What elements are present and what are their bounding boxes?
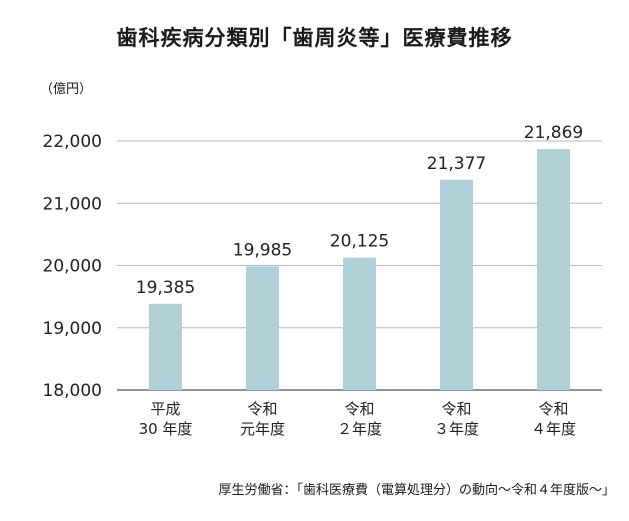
x-tick-label: 令和 xyxy=(344,400,374,418)
x-tick-label: 令和 xyxy=(538,400,568,418)
y-tick-label: 18,000 xyxy=(43,381,102,401)
x-tick-label: 30 年度 xyxy=(139,420,193,438)
data-label: 19,985 xyxy=(233,240,292,260)
bar xyxy=(246,266,279,390)
data-label: 21,377 xyxy=(427,154,486,174)
data-label: 20,125 xyxy=(330,232,389,252)
x-tick-label: ３年度 xyxy=(434,420,479,438)
y-tick-label: 21,000 xyxy=(43,194,102,214)
x-tick-label: 令和 xyxy=(441,400,471,418)
x-tick-label: 平成 xyxy=(150,400,180,418)
x-tick-label: 令和 xyxy=(247,400,277,418)
x-tick-label: ４年度 xyxy=(531,420,576,438)
bar xyxy=(343,257,376,390)
y-tick-label: 19,000 xyxy=(43,319,102,339)
source-note: 厚生労働省：「歯科医療費（電算処理分）の動向〜令和４年度版〜」 xyxy=(218,483,615,498)
data-label: 21,869 xyxy=(524,123,583,143)
data-label: 19,385 xyxy=(136,278,195,298)
y-tick-label: 20,000 xyxy=(43,257,102,277)
x-tick-label: ２年度 xyxy=(337,420,382,438)
x-tick-label: 元年度 xyxy=(240,420,285,438)
y-tick-label: 22,000 xyxy=(43,132,102,152)
bar xyxy=(537,149,570,390)
bar-chart: 18,000 19,000 20,000 21,000 22,000 19,385 平成 30… xyxy=(43,123,602,438)
y-axis-unit-label: （億円） xyxy=(40,82,93,97)
bar xyxy=(149,303,182,390)
chart-title: 歯科疾病分類別「歯周炎等」医療費推移 xyxy=(116,26,513,50)
bar xyxy=(440,179,473,390)
